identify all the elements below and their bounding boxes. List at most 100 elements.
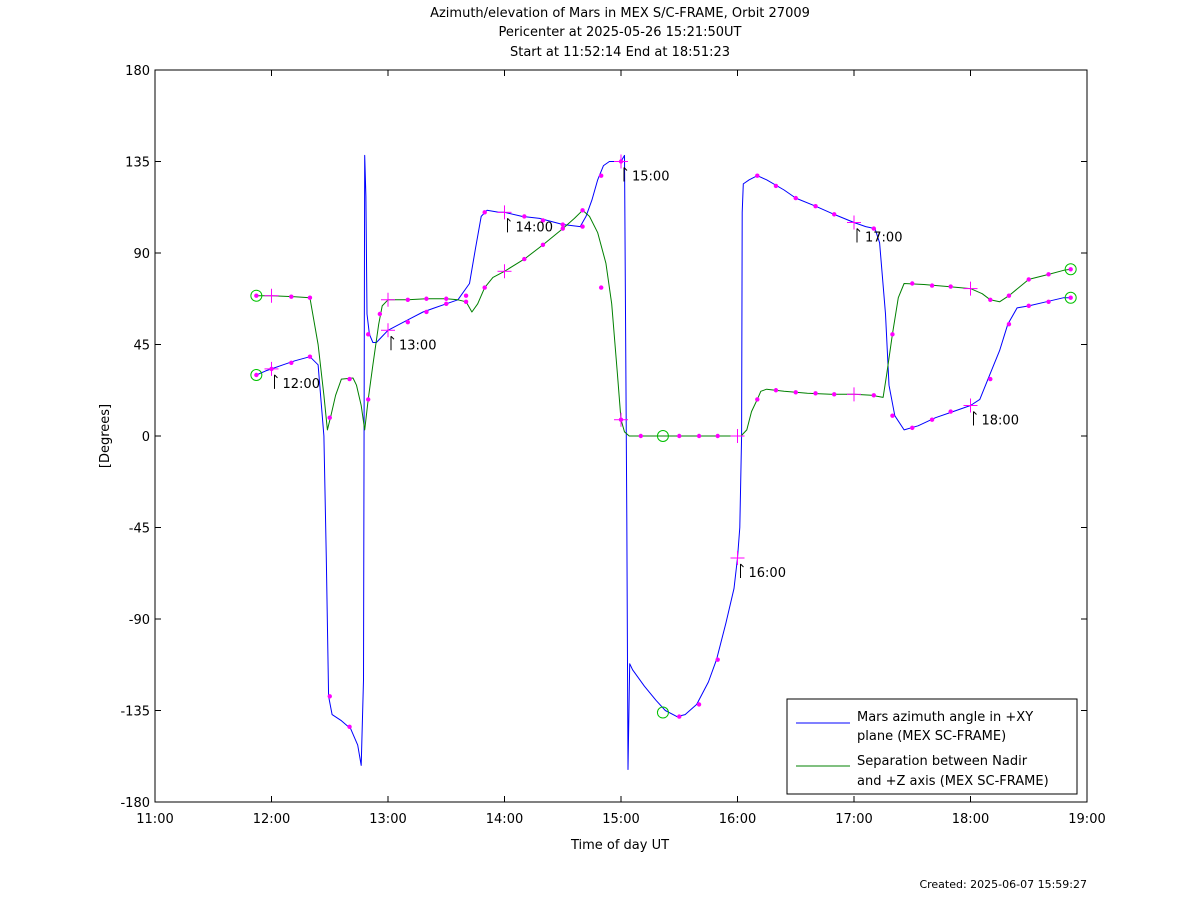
y-tick-label: 180	[125, 64, 150, 79]
endpoint-circle-marker	[1064, 263, 1077, 276]
azimuth-data-point	[580, 224, 585, 229]
y-axis-label: [Degrees]	[98, 404, 113, 468]
hour-tick	[623, 167, 628, 171]
x-tick-label: 15:00	[602, 812, 639, 827]
separation-data-point	[307, 295, 313, 300]
x-tick-label: 12:00	[253, 812, 290, 827]
separation-data-point	[482, 285, 487, 290]
hour-annotations: 12:00 13:00 14:00 15:00 16:00 17:00 18:00	[274, 167, 1019, 581]
legend-box	[786, 698, 1078, 795]
azimuth-data-point	[560, 222, 565, 227]
azimuth-data-point	[365, 332, 371, 337]
hour-tick	[274, 374, 278, 379]
hour-label: 17:00	[865, 231, 902, 246]
separation-data-point	[1006, 293, 1012, 298]
title-line-3: Start at 11:52:14 End at 18:51:23	[510, 45, 730, 60]
separation-data-point	[598, 285, 604, 290]
y-tick-label: -90	[129, 613, 150, 628]
title-line-2: Pericenter at 2025-05-26 15:21:50UT	[498, 25, 741, 40]
hour-label: 18:00	[982, 414, 1019, 429]
axis-ticks: 11:00 12:00 13:00 14:00 15:00 16:00 17:00 18:00…	[120, 64, 1105, 827]
separation-data-point	[377, 311, 383, 317]
hour-tick	[740, 563, 744, 568]
separation-data-point	[254, 293, 259, 298]
separation-data-point	[289, 294, 294, 299]
azimuth-data-point	[424, 309, 429, 315]
endpoint-circle-marker	[1064, 291, 1077, 304]
azimuth-data-point	[929, 417, 935, 422]
azimuth-data-point	[1026, 303, 1031, 309]
azimuth-data-point	[405, 319, 411, 325]
azimuth-data-point	[1068, 295, 1073, 300]
endpoint-circle-marker	[250, 369, 263, 381]
separation-data-point	[540, 242, 546, 248]
hour-tick	[507, 217, 511, 222]
azimuth-data-point	[482, 210, 487, 215]
separation-series-line	[256, 209, 1071, 437]
separation-data-point	[831, 392, 837, 397]
plot-frame	[154, 69, 1088, 803]
azimuth-data-point	[463, 293, 469, 298]
legend-label-azimuth-1: Mars azimuth angle in +XY	[857, 710, 1033, 725]
x-tick-label: 19:00	[1068, 812, 1105, 827]
azimuth-data-point	[910, 425, 915, 431]
separation-data-point	[444, 296, 449, 301]
separation-data-point	[988, 297, 993, 302]
separation-data-point	[773, 388, 779, 393]
separation-data-point	[696, 433, 702, 439]
x-axis-label: Time of day UT	[570, 838, 669, 853]
hour-label: 16:00	[749, 566, 786, 581]
separation-data-point	[1046, 272, 1051, 277]
azimuth-data-point	[831, 212, 837, 217]
hour-tick	[856, 228, 861, 232]
x-tick-label: 16:00	[719, 812, 756, 827]
azimuth-data-point	[1006, 321, 1012, 327]
separation-data-point	[793, 390, 798, 395]
azimuth-series-line	[256, 154, 1071, 770]
separation-data-point	[560, 226, 565, 231]
title-line-1: Azimuth/elevation of Mars in MEX S/C-FRA…	[430, 6, 810, 21]
azimuth-data-point	[254, 372, 259, 378]
hour-tick	[390, 335, 395, 340]
separation-data-point	[715, 433, 720, 439]
created-timestamp: Created: 2025-06-07 15:59:27	[919, 878, 1087, 891]
y-tick-label: 45	[133, 339, 150, 354]
x-tick-label: 18:00	[952, 812, 989, 827]
y-tick-label: 90	[133, 247, 150, 262]
x-tick-label: 17:00	[835, 812, 872, 827]
azimuth-data-point	[540, 218, 546, 223]
endpoint-circle-marker	[656, 706, 669, 719]
azimuth-data-point	[793, 195, 798, 201]
separation-data-point	[871, 393, 877, 398]
endpoint-circle-marker	[250, 289, 263, 302]
separation-data-point	[677, 433, 682, 439]
separation-data-point	[405, 297, 411, 302]
separation-data-point	[1026, 277, 1031, 282]
azimuth-data-point	[347, 724, 352, 729]
azimuth-data-point	[871, 226, 877, 231]
x-tick-label: 13:00	[369, 812, 406, 827]
azimuth-data-point	[773, 183, 779, 189]
separation-data-point	[929, 283, 935, 288]
separation-data-point	[755, 397, 760, 402]
azimuth-data-point	[1046, 299, 1051, 304]
separation-data-point	[813, 391, 818, 396]
y-tick-label: -45	[129, 522, 150, 537]
azimuth-data-point	[444, 301, 449, 307]
hour-label: 13:00	[399, 338, 436, 353]
azimuth-data-point	[988, 376, 993, 382]
data-markers	[250, 154, 1077, 729]
azimuth-data-point	[522, 214, 527, 219]
hour-tick	[973, 411, 977, 415]
x-tick-label: 14:00	[486, 812, 523, 827]
azimuth-data-point	[677, 714, 682, 719]
separation-data-point	[638, 433, 644, 439]
azimuth-data-point	[289, 360, 294, 365]
y-tick-label: -135	[120, 705, 150, 720]
azimuth-data-point	[755, 173, 760, 178]
hour-label: 14:00	[516, 220, 553, 235]
hour-label: 15:00	[632, 170, 669, 185]
separation-data-point	[347, 376, 352, 382]
legend: Mars azimuth angle in +XY plane (MEX SC-…	[786, 698, 1078, 795]
